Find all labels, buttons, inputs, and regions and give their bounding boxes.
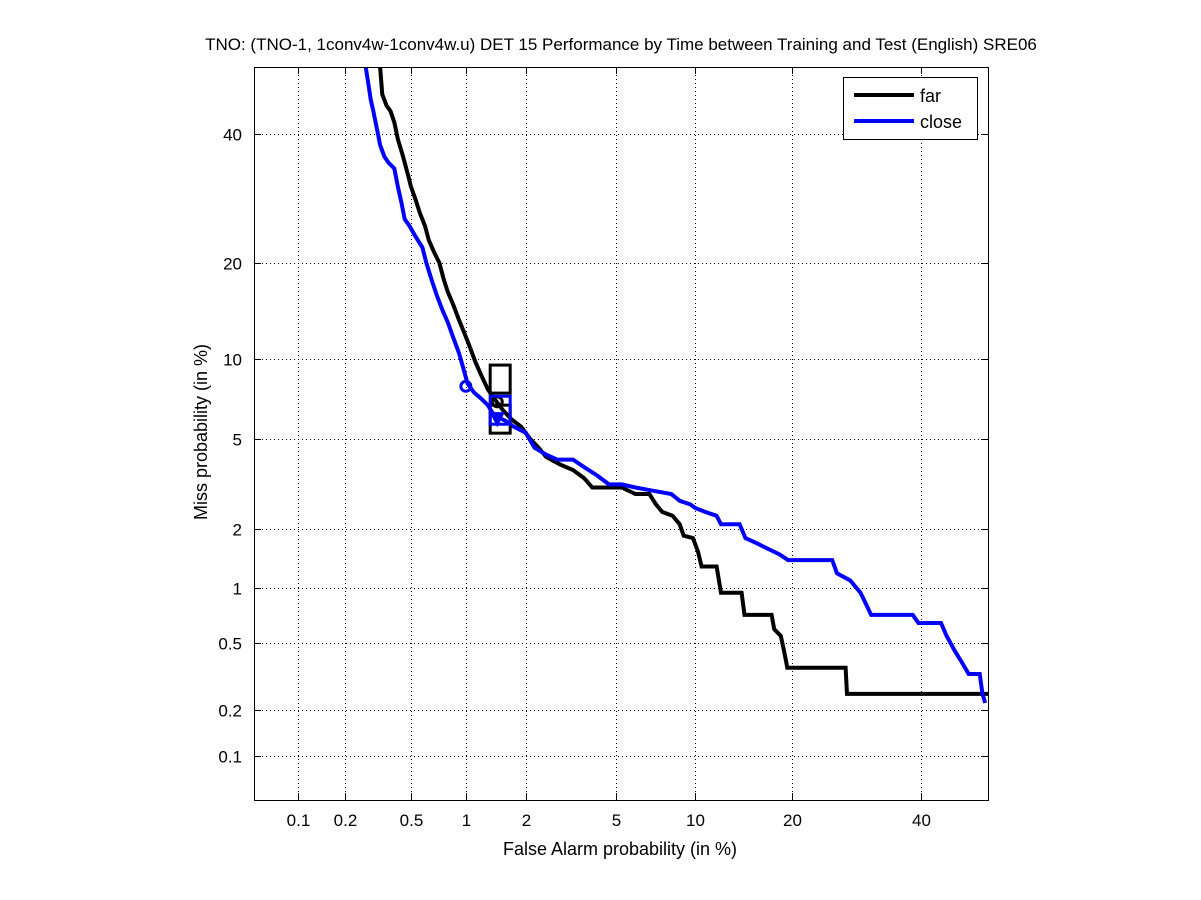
x-tick-label: 5: [612, 811, 621, 830]
series-line-close: [363, 67, 988, 704]
chart-title: TNO: (TNO-1, 1conv4w-1conv4w.u) DET 15 P…: [205, 35, 1037, 54]
tick-layer: 0.1 0.2 0.5 1 2 5 10 20 40 0.1 0.2 0.5 1 2 5 10 20 40: [218, 67, 988, 830]
legend-label-close: close: [920, 112, 962, 132]
marker-box-close: [488, 394, 512, 426]
x-tick-label: 0.2: [334, 811, 358, 830]
marker-triangle-close: [489, 412, 505, 428]
x-tick-label: 1: [462, 811, 471, 830]
y-tick-label: 2: [233, 521, 242, 540]
y-tick-label: 0.2: [218, 702, 242, 721]
series-line-far: [378, 67, 988, 696]
y-axis-label: Miss probability (in %): [191, 344, 211, 520]
y-tick-label: 10: [223, 351, 242, 370]
legend: far close: [843, 77, 978, 140]
x-tick-label: 2: [522, 811, 531, 830]
marker-box-far: [488, 363, 512, 395]
legend-label-far: far: [920, 86, 941, 106]
x-tick-label: 0.1: [287, 811, 311, 830]
y-tick-label: 20: [223, 255, 242, 274]
y-tick-label: 5: [233, 431, 242, 450]
y-tick-label: 1: [233, 580, 242, 599]
x-tick-label: 0.5: [400, 811, 424, 830]
y-tick-label: 0.5: [218, 635, 242, 654]
x-axis-label: False Alarm probability (in %): [503, 839, 737, 859]
x-tick-label: 20: [783, 811, 802, 830]
marker-circle-close: [459, 379, 473, 393]
x-tick-label: 10: [686, 811, 705, 830]
y-tick-label: 0.1: [218, 748, 242, 767]
plot-layer: [363, 67, 988, 704]
legend-box: [843, 77, 978, 140]
plot-frame: [254, 67, 989, 801]
y-tick-label: 40: [223, 126, 242, 145]
series-group: [363, 67, 988, 704]
x-tick-label: 40: [912, 811, 931, 830]
